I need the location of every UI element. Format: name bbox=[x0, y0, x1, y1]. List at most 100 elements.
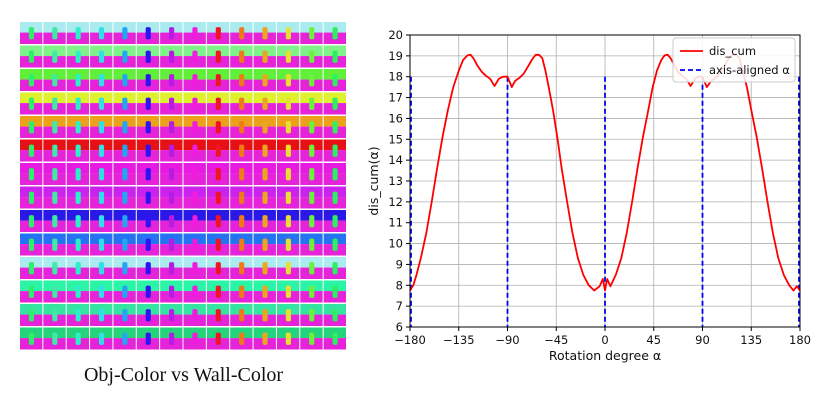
grid-cell bbox=[66, 327, 90, 350]
grid-cell bbox=[66, 22, 90, 44]
y-tick-label: 13 bbox=[388, 174, 403, 188]
grid-cell bbox=[20, 45, 43, 68]
grid-cell bbox=[323, 45, 346, 68]
grid-cell bbox=[136, 257, 160, 279]
grid-cell bbox=[160, 45, 183, 68]
grid-cell bbox=[323, 163, 346, 185]
x-tick-label: −180 bbox=[394, 333, 426, 347]
grid-cell bbox=[113, 233, 136, 256]
y-tick-label: 11 bbox=[388, 216, 403, 230]
grid-cell bbox=[300, 69, 323, 91]
grid-cell bbox=[183, 139, 206, 162]
grid-cell bbox=[136, 139, 160, 162]
grid-cell bbox=[183, 22, 206, 44]
grid-cell bbox=[230, 22, 253, 44]
grid-cell bbox=[253, 139, 276, 162]
grid-cell bbox=[183, 116, 206, 138]
grid-cell bbox=[206, 327, 230, 350]
grid-cell bbox=[230, 69, 253, 91]
grid-cell bbox=[136, 163, 160, 185]
x-tick-label: −135 bbox=[443, 333, 475, 347]
grid-cell bbox=[206, 304, 230, 326]
grid-cell bbox=[66, 304, 90, 326]
grid-cell bbox=[300, 327, 323, 350]
grid-cell bbox=[160, 304, 183, 326]
grid-cell bbox=[113, 139, 136, 162]
grid-cell bbox=[323, 22, 346, 44]
grid-cell bbox=[113, 163, 136, 185]
grid-cell bbox=[43, 210, 66, 232]
image-grid-svg bbox=[20, 22, 346, 350]
grid-cell bbox=[66, 45, 90, 68]
grid-cell bbox=[276, 45, 300, 68]
grid-cell bbox=[66, 257, 90, 279]
grid-cell bbox=[113, 45, 136, 68]
grid-cell bbox=[323, 92, 346, 115]
grid-cell bbox=[90, 233, 113, 256]
grid-cell bbox=[136, 210, 160, 232]
grid-cell bbox=[276, 139, 300, 162]
grid-cell bbox=[206, 69, 230, 91]
grid-cell bbox=[300, 280, 323, 303]
grid-cell bbox=[136, 304, 160, 326]
grid-cell bbox=[183, 304, 206, 326]
grid-cell bbox=[136, 116, 160, 138]
grid-cell bbox=[206, 210, 230, 232]
grid-cell bbox=[20, 186, 43, 209]
y-tick-label: 8 bbox=[396, 278, 403, 292]
grid-cell bbox=[160, 69, 183, 91]
y-tick-label: 17 bbox=[388, 91, 403, 105]
grid-cell bbox=[276, 210, 300, 232]
grid-cell bbox=[43, 22, 66, 44]
x-tick-label: 90 bbox=[695, 333, 710, 347]
grid-cell bbox=[230, 327, 253, 350]
grid-cell bbox=[136, 45, 160, 68]
grid-cell bbox=[323, 186, 346, 209]
grid-cell bbox=[183, 163, 206, 185]
grid-cell bbox=[300, 116, 323, 138]
grid-cell bbox=[183, 210, 206, 232]
grid-cell bbox=[183, 186, 206, 209]
grid-cell bbox=[113, 257, 136, 279]
grid-cell bbox=[323, 233, 346, 256]
grid-cell bbox=[183, 257, 206, 279]
grid-cell bbox=[160, 92, 183, 115]
grid-cell bbox=[66, 69, 90, 91]
grid-cell bbox=[253, 304, 276, 326]
y-tick-label: 7 bbox=[396, 299, 403, 313]
grid-cell bbox=[136, 280, 160, 303]
grid-cell bbox=[230, 186, 253, 209]
grid-cell bbox=[253, 233, 276, 256]
grid-cell bbox=[66, 280, 90, 303]
grid-cell bbox=[230, 233, 253, 256]
y-tick-label: 20 bbox=[388, 28, 403, 42]
grid-cell bbox=[113, 327, 136, 350]
x-tick-label: 180 bbox=[789, 333, 811, 347]
grid-cell bbox=[43, 304, 66, 326]
grid-cell bbox=[113, 304, 136, 326]
grid-cell bbox=[253, 280, 276, 303]
grid-cell bbox=[276, 327, 300, 350]
grid-cell bbox=[113, 22, 136, 44]
y-axis-label: dis_cum(α) bbox=[366, 146, 381, 215]
grid-cell bbox=[230, 45, 253, 68]
grid-cell bbox=[230, 163, 253, 185]
grid-cell bbox=[206, 22, 230, 44]
grid-cell bbox=[230, 210, 253, 232]
grid-cell bbox=[230, 92, 253, 115]
grid-cell bbox=[160, 210, 183, 232]
grid-cell bbox=[43, 233, 66, 256]
grid-cell bbox=[253, 92, 276, 115]
grid-cell bbox=[253, 257, 276, 279]
grid-cell bbox=[206, 163, 230, 185]
grid-cell bbox=[113, 280, 136, 303]
grid-cell bbox=[300, 304, 323, 326]
legend: dis_cum axis-aligned α bbox=[672, 37, 796, 83]
grid-cell bbox=[20, 280, 43, 303]
grid-cell bbox=[323, 139, 346, 162]
grid-cell bbox=[276, 186, 300, 209]
grid-cell bbox=[113, 116, 136, 138]
grid-cell bbox=[206, 92, 230, 115]
grid-cell bbox=[66, 116, 90, 138]
grid-cell bbox=[323, 280, 346, 303]
